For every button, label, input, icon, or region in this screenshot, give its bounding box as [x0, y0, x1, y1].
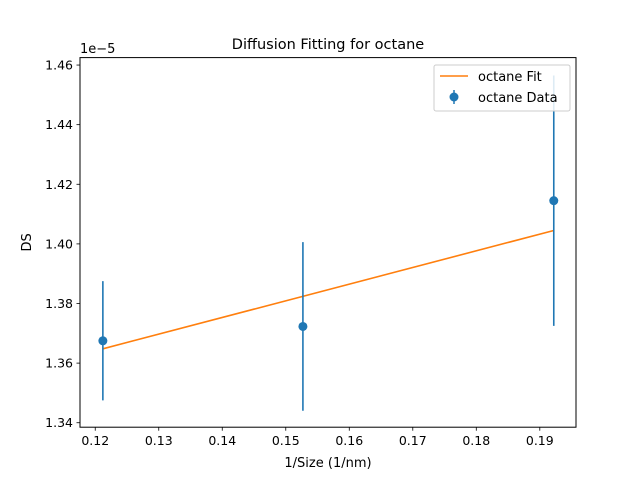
- x-tick-label: 0.18: [462, 433, 490, 448]
- legend-data-marker: [449, 92, 459, 102]
- y-scale-label: 1e−5: [80, 42, 115, 57]
- data-point: [549, 196, 559, 206]
- axes-frame: [79, 57, 577, 428]
- x-tick-label: 0.19: [526, 433, 554, 448]
- x-tick-label: 0.13: [145, 433, 173, 448]
- legend-data-label: octane Data: [478, 91, 558, 106]
- y-tick-label: 1.38: [45, 296, 73, 311]
- data-point: [298, 321, 308, 331]
- y-axis-ticks: 1.34 1.36 1.38 1.40 1.42 1.44 1.46: [45, 58, 80, 430]
- y-tick-label: 1.44: [45, 117, 73, 132]
- x-tick-label: 0.16: [335, 433, 363, 448]
- legend-fit-label: octane Fit: [478, 70, 542, 85]
- x-axis-label: 1/Size (1/nm): [284, 456, 371, 471]
- y-tick-label: 1.46: [45, 58, 73, 73]
- y-tick-label: 1.42: [45, 177, 73, 192]
- x-axis-ticks: 0.12 0.13 0.14 0.15 0.16 0.17 0.18 0.19: [81, 427, 554, 448]
- x-tick-label: 0.12: [81, 433, 109, 448]
- y-tick-label: 1.34: [45, 415, 73, 430]
- y-tick-label: 1.36: [45, 356, 73, 371]
- chart-title: Diffusion Fitting for octane: [232, 37, 424, 53]
- legend: octane Fit octane Data: [433, 64, 571, 112]
- plot-area: [98, 75, 559, 411]
- x-tick-label: 0.17: [399, 433, 427, 448]
- y-tick-label: 1.40: [45, 236, 73, 251]
- x-tick-label: 0.14: [208, 433, 236, 448]
- data-point: [98, 336, 108, 346]
- y-axis-label: DS: [20, 233, 35, 251]
- x-tick-label: 0.15: [272, 433, 300, 448]
- fit-line: [102, 229, 554, 350]
